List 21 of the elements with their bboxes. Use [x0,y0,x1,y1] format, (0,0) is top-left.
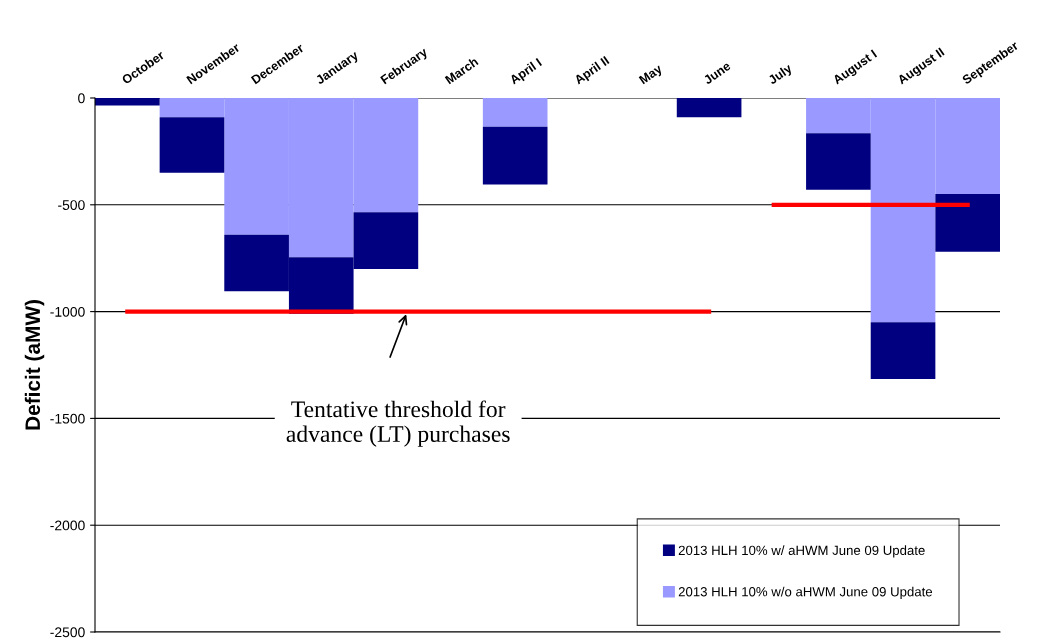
y-tick-label: -500 [58,200,85,210]
y-tick-label: -1000 [50,306,85,317]
legend-label: 2013 HLH 10% w/o aHWM June 09 Update [678,586,933,600]
bar [935,194,1000,252]
bar [159,117,225,173]
y-tick-label: 0 [78,93,85,104]
y-tick-label: -1500 [50,413,85,424]
bar [870,322,936,379]
bar [95,98,160,106]
bar [482,98,548,127]
x-tick-label: June [702,61,732,85]
bar [806,133,871,190]
x-tick-label: July [767,63,795,87]
annotation: Tentative threshold for advance (LT) purchases [286,400,510,447]
y-tick-label: -2000 [50,520,85,531]
bar [676,98,742,118]
x-tick-label: May [638,63,665,87]
legend-label: 2013 HLH 10% w/ aHWM June 09 Update [678,545,925,558]
y-tick-label: -2500 [50,627,85,638]
y-axis-title: Deficit (aMW) [24,300,45,430]
bar [482,126,548,185]
